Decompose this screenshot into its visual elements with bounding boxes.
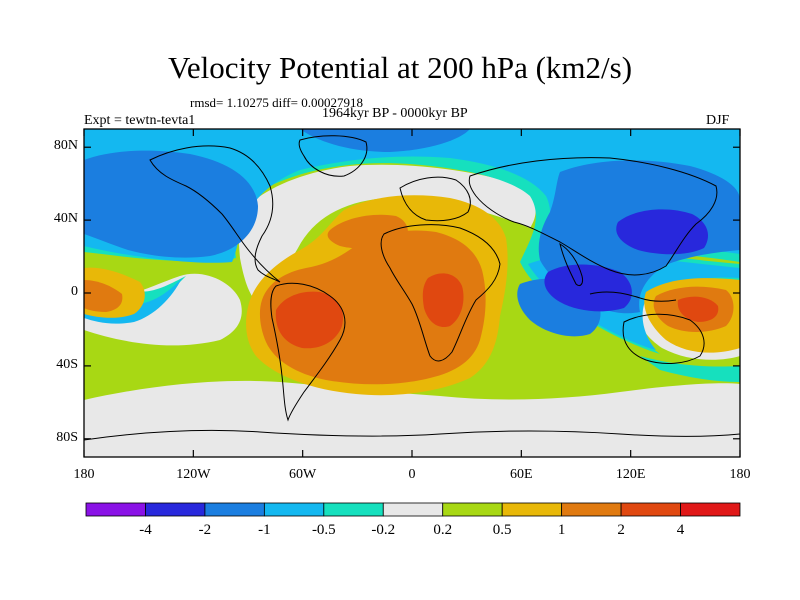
colorbar-label: 0.2	[433, 522, 453, 538]
contour-band-darkblue-maritime	[544, 264, 632, 312]
colorbar-swatch	[85, 502, 146, 517]
colorbar-label: 0.5	[492, 522, 512, 538]
coastline-north-america	[149, 145, 281, 283]
contour-band-near-zero-atlantic	[238, 164, 536, 306]
colorbar-swatch	[680, 502, 741, 517]
colorbar-swatch	[382, 502, 444, 517]
y-tick-label: 80S	[56, 429, 78, 445]
colorbar-label: 1	[557, 522, 566, 538]
colorbar-swatch	[620, 502, 681, 517]
coastline-antarctica	[84, 429, 740, 441]
chart-subtitle: 1964kyr BP - 0000kyr BP	[322, 106, 468, 121]
x-tick-label: 0	[408, 467, 416, 482]
coastline-greenland	[298, 135, 368, 177]
y-tick-label: 0	[71, 284, 78, 299]
colorbar-swatch	[263, 502, 325, 517]
coastline-maritime	[589, 291, 677, 302]
y-tick-label: 40N	[53, 211, 78, 227]
experiment-label: Expt = tewtn-tevta1	[84, 113, 196, 128]
coastline-australia	[622, 313, 705, 364]
chart-title: Velocity Potential at 200 hPa (km2/s)	[167, 50, 633, 85]
contour-field	[84, 129, 740, 457]
x-tick-label: 120E	[615, 467, 646, 482]
contour-band-darkblue-asia	[616, 209, 708, 255]
x-tick-label: 180	[729, 467, 751, 482]
contour-band-blue-arctic	[300, 129, 470, 152]
contour-band-orange-eastpac	[84, 280, 123, 312]
contour-band-red-africa	[422, 273, 464, 328]
colorbar-swatch	[561, 502, 622, 517]
colorbar-label: -2	[198, 522, 212, 538]
season-label: DJF	[706, 113, 730, 128]
contour-band-red-westpac	[677, 296, 719, 322]
colorbar-swatch	[442, 502, 503, 517]
x-tick-label: 60E	[510, 467, 533, 482]
contour-band-near-zero-west	[84, 273, 242, 346]
y-tick-label: 40S	[56, 356, 78, 372]
colorbar	[85, 502, 741, 517]
colorbar-label: -4	[139, 522, 152, 538]
coastline-india	[559, 242, 583, 287]
x-tick-label: 180	[73, 467, 95, 482]
colorbar-label: -0.5	[311, 522, 336, 538]
coastlines	[84, 135, 740, 441]
coastline-europe	[399, 176, 471, 222]
colorbar-swatch	[323, 502, 384, 517]
contour-band-blue-npac	[84, 150, 258, 258]
axis-ticks	[83, 129, 741, 457]
colorbar-label: -0.2	[371, 522, 396, 538]
contour-band-cyan-south	[640, 356, 740, 382]
coastline-africa	[380, 224, 501, 362]
colorbar-label: 2	[617, 522, 625, 538]
coastline-asia	[468, 157, 718, 276]
coastline-south-america	[270, 282, 346, 422]
colorbar-swatch	[501, 502, 563, 517]
stats-line: rmsd= 1.10275 diff= 0.00027918	[190, 95, 363, 110]
x-tick-label: 60W	[289, 467, 317, 482]
contour-band-near-zero-sh	[84, 380, 740, 457]
colorbar-label: 4	[676, 522, 685, 538]
y-tick-label: 80N	[53, 138, 78, 154]
contour-band-red-samerica	[275, 291, 344, 349]
contour-band-orange-natl	[327, 214, 408, 249]
colorbar-swatch	[145, 502, 206, 517]
colorbar-swatch	[204, 502, 265, 517]
x-tick-label: 120W	[176, 467, 211, 482]
colorbar-label: -1	[258, 522, 271, 538]
